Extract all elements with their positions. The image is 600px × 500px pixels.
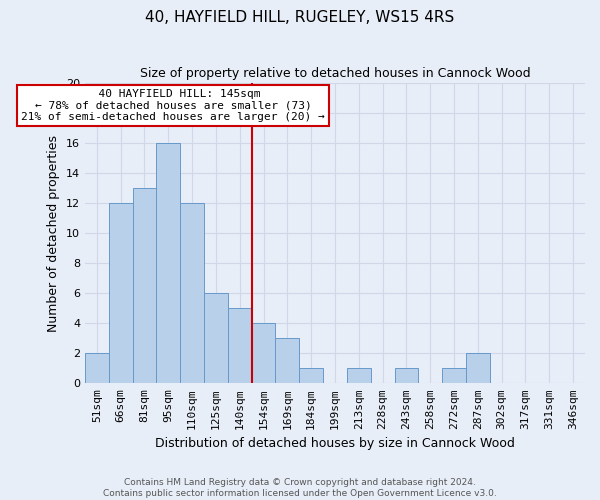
Text: 40, HAYFIELD HILL, RUGELEY, WS15 4RS: 40, HAYFIELD HILL, RUGELEY, WS15 4RS: [145, 10, 455, 25]
Text: 40 HAYFIELD HILL: 145sqm
← 78% of detached houses are smaller (73)
21% of semi-d: 40 HAYFIELD HILL: 145sqm ← 78% of detach…: [21, 89, 325, 122]
X-axis label: Distribution of detached houses by size in Cannock Wood: Distribution of detached houses by size …: [155, 437, 515, 450]
Bar: [347, 368, 371, 384]
Bar: [85, 354, 109, 384]
Bar: [395, 368, 418, 384]
Text: Contains HM Land Registry data © Crown copyright and database right 2024.
Contai: Contains HM Land Registry data © Crown c…: [103, 478, 497, 498]
Bar: [109, 203, 133, 384]
Bar: [251, 324, 275, 384]
Bar: [466, 354, 490, 384]
Bar: [157, 143, 180, 384]
Title: Size of property relative to detached houses in Cannock Wood: Size of property relative to detached ho…: [140, 68, 530, 80]
Bar: [228, 308, 251, 384]
Bar: [133, 188, 157, 384]
Bar: [275, 338, 299, 384]
Bar: [299, 368, 323, 384]
Bar: [180, 203, 204, 384]
Bar: [442, 368, 466, 384]
Bar: [204, 293, 228, 384]
Y-axis label: Number of detached properties: Number of detached properties: [47, 134, 61, 332]
